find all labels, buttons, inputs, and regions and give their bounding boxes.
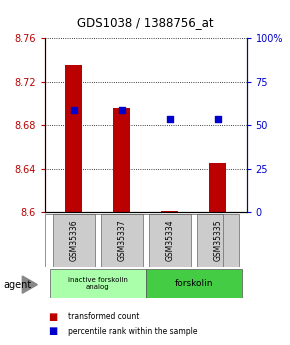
Point — [215, 116, 220, 121]
Text: forskolin: forskolin — [175, 279, 213, 288]
Bar — [146, 269, 242, 298]
Text: percentile rank within the sample: percentile rank within the sample — [68, 327, 198, 336]
Polygon shape — [22, 276, 37, 293]
Text: GSM35336: GSM35336 — [69, 220, 78, 262]
Bar — [197, 214, 239, 267]
Bar — [45, 214, 222, 267]
Bar — [101, 214, 143, 267]
Point — [71, 107, 76, 112]
Bar — [209, 163, 226, 212]
Text: transformed count: transformed count — [68, 312, 139, 321]
Bar — [161, 211, 178, 212]
Text: GSM35335: GSM35335 — [213, 220, 222, 262]
Bar — [52, 214, 95, 267]
Text: ■: ■ — [48, 312, 57, 322]
Text: GSM35334: GSM35334 — [165, 220, 174, 262]
Point — [167, 116, 172, 121]
Bar — [65, 65, 82, 212]
Text: GSM35337: GSM35337 — [117, 220, 126, 262]
Bar — [50, 269, 146, 298]
Point — [119, 107, 124, 112]
Text: inactive forskolin
analog: inactive forskolin analog — [68, 277, 128, 290]
Text: agent: agent — [3, 280, 31, 289]
Text: GDS1038 / 1388756_at: GDS1038 / 1388756_at — [77, 16, 213, 29]
Text: ■: ■ — [48, 326, 57, 336]
Bar — [113, 108, 130, 212]
Bar — [148, 214, 191, 267]
